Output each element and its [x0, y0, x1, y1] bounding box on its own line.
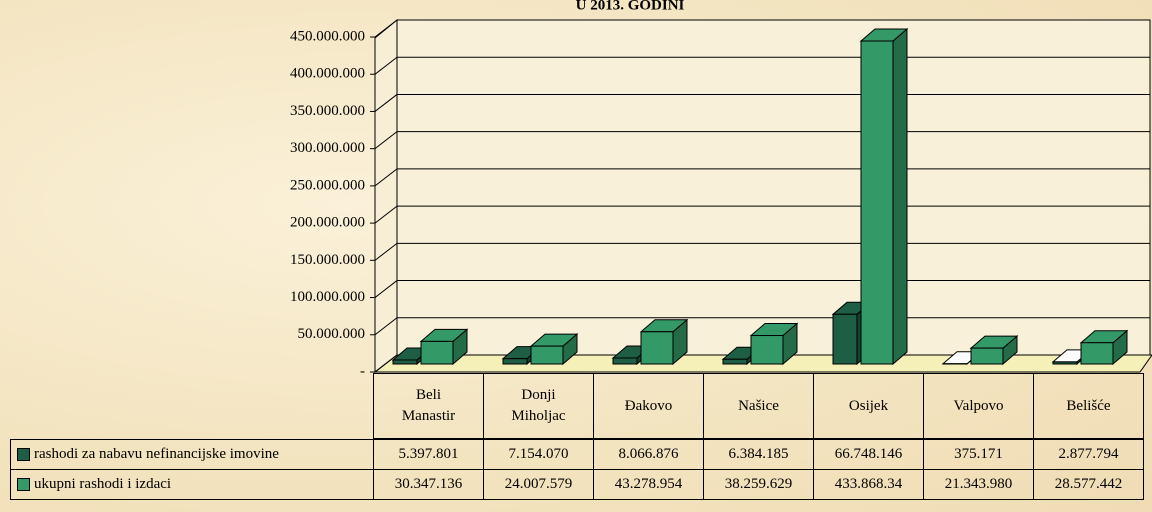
grid-line — [374, 317, 398, 336]
bar — [750, 335, 784, 365]
bar — [530, 345, 564, 365]
value-cell: 5.397.801 — [373, 439, 484, 470]
grid-line — [374, 19, 398, 38]
grid-line — [374, 354, 398, 373]
legend-cell: ukupni rashodi i izdaci — [10, 469, 374, 500]
cell-text: 6.384.185 — [728, 446, 789, 462]
bar — [502, 358, 528, 365]
cell-text: 2.877.794 — [1058, 446, 1119, 462]
y-tick-label: 250.000.000 — [290, 177, 365, 193]
cell-text: 7.154.070 — [508, 446, 569, 462]
x-tick-label: Donji Miholjac — [511, 387, 566, 424]
value-cell: 375.171 — [923, 439, 1034, 470]
x-tick-label: Beli Manastir — [401, 387, 456, 424]
cell-text: 8.066.876 — [618, 446, 679, 462]
grid-line — [374, 205, 398, 224]
y-tick-label: 200.000.000 — [290, 215, 365, 231]
cell-text: 66.748.146 — [834, 446, 903, 462]
value-cell: 2.877.794 — [1033, 439, 1144, 470]
value-cell: 8.066.876 — [593, 439, 704, 470]
value-cell: 30.347.136 — [373, 469, 484, 500]
y-tick-label: 100.000.000 — [290, 289, 365, 305]
y-tick-label: 400.000.000 — [290, 66, 365, 82]
x-tick-label: Našice — [738, 397, 779, 414]
cell-text: 375.171 — [954, 446, 1003, 462]
back-wall — [396, 19, 1151, 356]
x-tick-label: Valpovo — [953, 397, 1004, 414]
cell-text: 433.868.34 — [834, 476, 903, 492]
bar — [860, 40, 894, 365]
y-tick-label: 300.000.000 — [290, 140, 365, 156]
legend-key — [17, 478, 30, 491]
cell-text: 24.007.579 — [504, 476, 573, 492]
category-cell: Donji Miholjac — [483, 373, 594, 439]
left-wall — [374, 18, 398, 374]
legend-label: rashodi za nabavu nefinancijske imovine — [34, 446, 279, 462]
grid-line — [374, 280, 398, 298]
cell-text: 30.347.136 — [394, 476, 463, 492]
x-tick-label: Belišće — [1066, 397, 1111, 414]
value-cell: 28.577.442 — [1033, 469, 1144, 500]
legend-cell: rashodi za nabavu nefinancijske imovine — [10, 439, 374, 470]
chart-title: U 2013. GODINI — [576, 0, 685, 13]
x-tick-label: Đakovo — [624, 397, 673, 414]
x-tick-label: Osijek — [848, 397, 889, 414]
bar — [1080, 342, 1114, 365]
grid-line — [374, 242, 398, 261]
value-cell: 43.278.954 — [593, 469, 704, 500]
y-tick-label: 350.000.000 — [290, 103, 365, 119]
y-tick-label: 150.000.000 — [290, 252, 365, 268]
bar — [612, 357, 638, 365]
bar — [722, 358, 748, 365]
bar — [832, 313, 858, 365]
category-cell: Đakovo — [593, 373, 704, 439]
cell-text: 43.278.954 — [614, 476, 683, 492]
cell-text: 21.343.980 — [944, 476, 1013, 492]
category-cell: Valpovo — [923, 373, 1034, 439]
grid-line — [374, 168, 398, 187]
category-cell: Osijek — [813, 373, 924, 439]
category-cell: Našice — [703, 373, 814, 439]
value-cell: 7.154.070 — [483, 439, 594, 470]
bar — [1052, 361, 1078, 365]
bar — [420, 340, 454, 365]
cell-text: 5.397.801 — [398, 446, 459, 462]
category-cell: Beli Manastir — [373, 373, 484, 439]
grid-line — [374, 94, 398, 112]
bar — [392, 359, 418, 365]
category-cell: Belišće — [1033, 373, 1144, 439]
y-tick-label: 450.000.000 — [290, 28, 365, 44]
cell-text: 38.259.629 — [724, 476, 793, 492]
value-cell: 433.868.34 — [813, 469, 924, 500]
bar-side — [892, 27, 908, 366]
y-tick-label: 50.000.000 — [298, 326, 366, 342]
grid-line — [374, 131, 398, 150]
value-cell: 24.007.579 — [483, 469, 594, 500]
y-tick-label: - — [360, 363, 365, 379]
value-cell: 21.343.980 — [923, 469, 1034, 500]
legend-key — [17, 448, 30, 461]
bar — [640, 331, 674, 365]
legend-label: ukupni rashodi i izdaci — [34, 476, 172, 492]
grid-line — [374, 56, 398, 75]
value-cell: 6.384.185 — [703, 439, 814, 470]
value-cell: 66.748.146 — [813, 439, 924, 470]
value-cell: 38.259.629 — [703, 469, 814, 500]
bar — [970, 347, 1004, 365]
cell-text: 28.577.442 — [1054, 476, 1123, 492]
